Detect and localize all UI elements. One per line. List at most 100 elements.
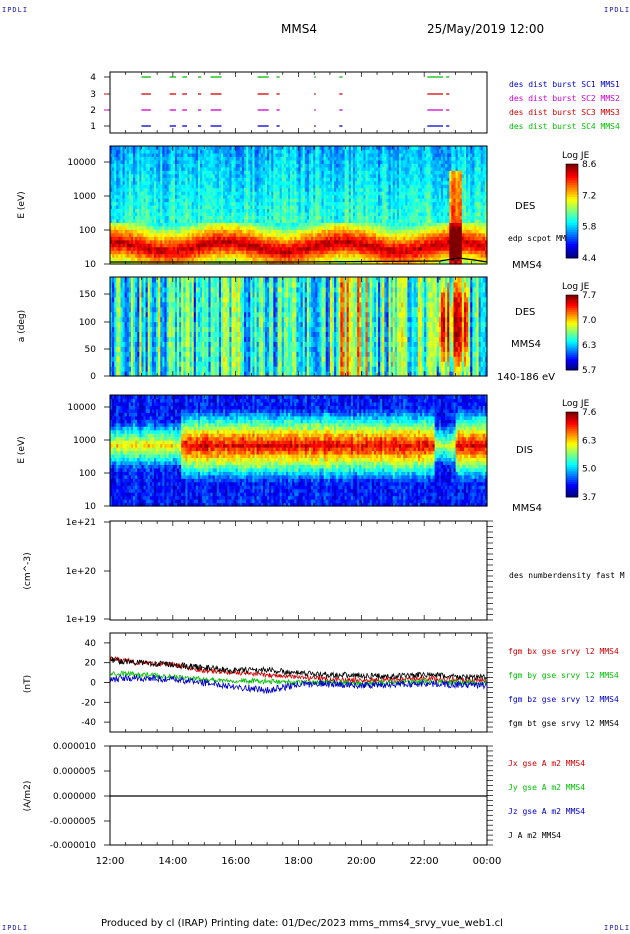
des-energy-cell (212, 229, 216, 234)
des-energy-cell (172, 215, 176, 220)
des-energy-cell (319, 180, 323, 185)
des-energy-cell (256, 198, 260, 203)
des-energy-cell (244, 170, 247, 175)
des-energy-cell (195, 246, 199, 251)
des-energy-cell (258, 201, 262, 206)
des-energy-cell (262, 229, 266, 234)
des-energy-cell (279, 149, 283, 154)
des-energy-cell (277, 163, 281, 168)
des-energy-cell (321, 222, 325, 227)
des-energy-cell (210, 201, 214, 206)
des-energy-cell (281, 173, 285, 178)
des-energy-cell (162, 250, 166, 255)
des-energy-cell (110, 166, 113, 171)
des-energy-cell (227, 173, 230, 178)
des-energy-cell (120, 236, 124, 241)
des-energy-cell (143, 215, 147, 220)
des-energy-cell (248, 239, 251, 244)
des-energy-cell (110, 215, 113, 220)
des-energy-cell (200, 149, 203, 154)
des-energy-cell (227, 225, 230, 230)
des-energy-cell (177, 166, 180, 171)
des-energy-cell (275, 239, 279, 244)
des-energy-cell (187, 222, 191, 227)
des-energy-cell (315, 198, 318, 203)
des-energy-cell (195, 173, 199, 178)
des-energy-cell (304, 201, 308, 206)
des-energy-cell (290, 239, 293, 244)
des-energy-cell (162, 170, 166, 175)
des-energy-cell (241, 198, 245, 203)
des-energy-cell (218, 250, 222, 255)
des-energy-cell (269, 239, 272, 244)
des-energy-cell (298, 243, 302, 248)
des-energy-cell (122, 208, 126, 213)
des-energy-cell (237, 166, 241, 171)
des-energy-cell (279, 229, 283, 234)
des-energy-cell (147, 225, 151, 230)
des-energy-cell (166, 232, 170, 237)
des-energy-cell (239, 225, 243, 230)
des-energy-cell (264, 236, 268, 241)
des-energy-cell (212, 156, 216, 161)
des-energy-cell (254, 191, 258, 196)
des-energy-cell (200, 229, 203, 234)
des-energy-cell (177, 146, 180, 151)
des-energy-cell (285, 149, 289, 154)
des-energy-cell (227, 156, 230, 161)
des-energy-cell (285, 156, 289, 161)
des-energy-cell (110, 257, 113, 262)
des-energy-cell (300, 257, 304, 262)
des-energy-cell (283, 149, 287, 154)
des-energy-cell (153, 201, 157, 206)
des-energy-cell (135, 152, 138, 158)
des-energy-cell (258, 184, 262, 189)
des-energy-cell (229, 166, 233, 171)
des-energy-cell (120, 149, 124, 154)
des-energy-cell (304, 246, 308, 251)
des-energy-cell (277, 159, 281, 164)
des-energy-cell (288, 229, 291, 234)
des-energy-cell (185, 208, 189, 213)
des-energy-cell (200, 170, 203, 175)
des-energy-cell (185, 184, 189, 189)
des-energy-cell (246, 205, 249, 210)
des-energy-cell (260, 170, 264, 175)
des-energy-cell (187, 229, 191, 234)
des-energy-cell (177, 156, 180, 161)
des-energy-cell (298, 239, 302, 244)
des-energy-cell (177, 198, 180, 203)
des-energy-cell (262, 146, 266, 151)
des-energy-cell (306, 166, 310, 171)
des-energy-cell (321, 246, 325, 251)
des-energy-cell (269, 229, 272, 234)
des-energy-cell (204, 215, 207, 220)
des-energy-cell (200, 239, 203, 244)
des-energy-cell (264, 253, 268, 258)
des-energy-cell (296, 180, 300, 185)
des-energy-cell (323, 194, 327, 199)
des-energy-cell (204, 201, 207, 206)
des-energy-cell (166, 208, 170, 213)
des-energy-cell (208, 170, 212, 175)
des-energy-cell (124, 211, 128, 217)
des-energy-cell (164, 173, 168, 178)
des-energy-cell (290, 222, 293, 227)
des-energy-cell (124, 180, 128, 185)
des-energy-cell (145, 163, 149, 168)
des-energy-cell (177, 205, 180, 210)
des-energy-cell (153, 215, 157, 220)
des-energy-cell (200, 173, 203, 178)
des-energy-cell (116, 156, 119, 161)
des-energy-cell (126, 239, 130, 244)
des-energy-cell (166, 194, 170, 199)
des-energy-cell (139, 177, 143, 182)
des-energy-cell (239, 253, 243, 258)
des-energy-cell (264, 173, 268, 178)
des-energy-cell (139, 236, 143, 241)
des-energy-cell (177, 218, 180, 223)
des-energy-cell (273, 208, 277, 213)
des-energy-cell (290, 184, 293, 189)
des-energy-cell (170, 163, 174, 168)
des-energy-cell (158, 201, 161, 206)
